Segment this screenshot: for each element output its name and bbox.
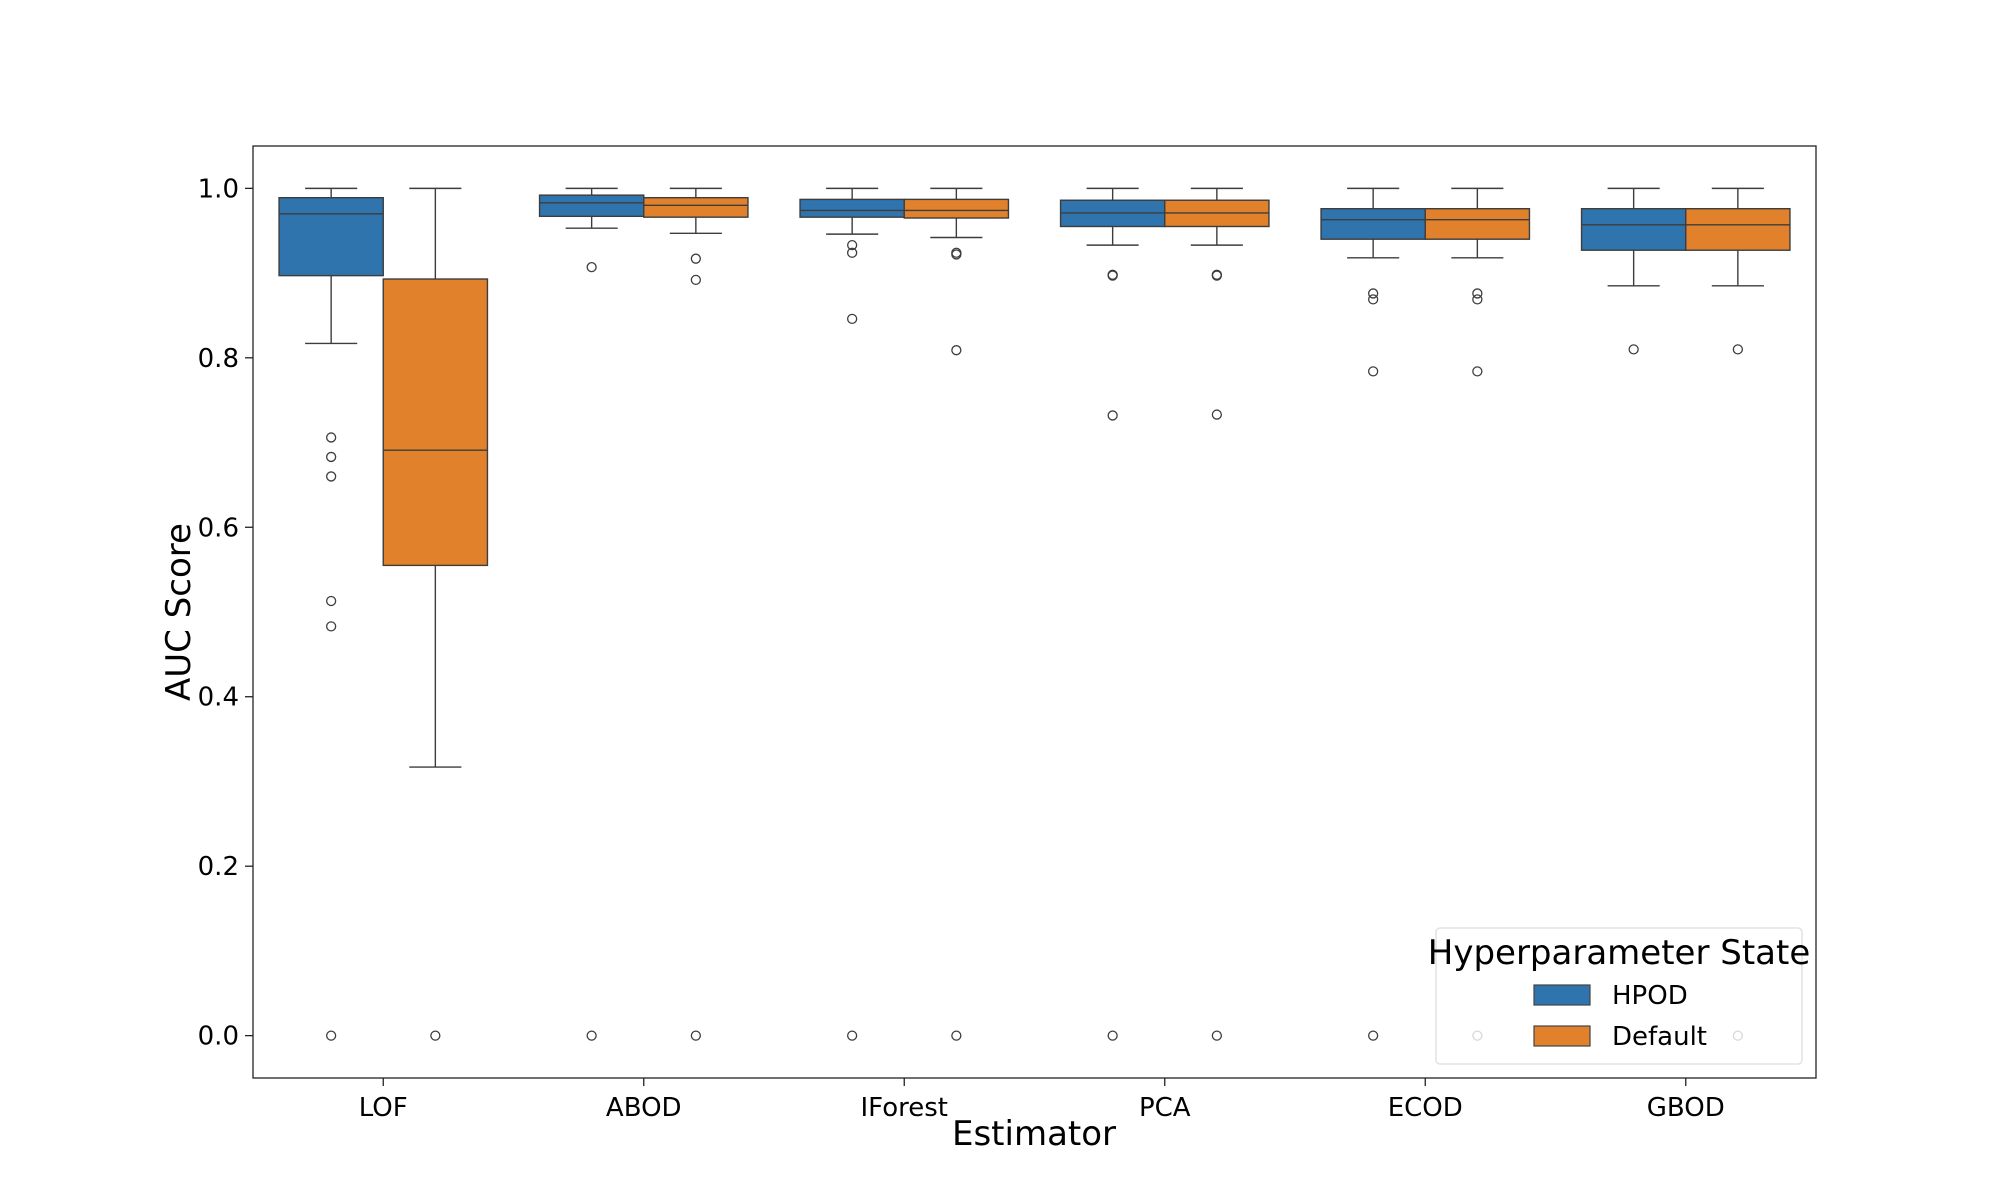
box-iqr: [538, 194, 645, 218]
x-axis-label: Estimator: [952, 1114, 1116, 1154]
boxes-layer: [278, 187, 1791, 1041]
y-tick-label: 0.2: [198, 852, 239, 882]
y-tick-label: 0.0: [198, 1022, 239, 1052]
outlier-point: [1211, 1030, 1222, 1041]
plot-area: [252, 145, 1817, 1079]
outlier-point: [1628, 344, 1639, 355]
x-tick-label: IForest: [861, 1093, 948, 1123]
y-tick-label: 1.0: [198, 174, 239, 204]
box-hpod-abod: [538, 187, 645, 1041]
outlier-point: [1472, 288, 1483, 299]
box-iqr: [903, 198, 1010, 219]
outlier-point: [1368, 294, 1379, 305]
outlier-point: [1368, 366, 1379, 377]
outlier-point: [325, 451, 337, 463]
box-default-iforest: [903, 187, 1010, 1041]
outlier-point: [586, 1030, 597, 1041]
box-default-abod: [643, 187, 749, 1041]
legend-swatch-default: [1533, 1025, 1591, 1047]
legend-label-hpod: HPOD: [1612, 981, 1688, 1011]
outlier-point: [325, 621, 337, 632]
outlier-point: [951, 249, 962, 260]
legend-swatch-hpod: [1533, 984, 1591, 1006]
outlier-point: [1107, 410, 1118, 421]
outlier-point: [325, 432, 337, 443]
outlier-point: [1107, 1030, 1118, 1041]
box-default-pca: [1164, 187, 1270, 1041]
box-iqr: [1320, 207, 1426, 240]
x-tick-label: PCA: [1139, 1093, 1191, 1123]
box-iqr: [1685, 207, 1791, 251]
outlier-point: [1368, 288, 1379, 299]
box-default-lof: [382, 187, 489, 1041]
outlier-point: [690, 274, 701, 286]
x-tick-label: ECOD: [1388, 1093, 1463, 1123]
outlier-point: [586, 262, 597, 273]
y-tick-label: 0.8: [198, 344, 239, 374]
legend-frame: [1435, 927, 1803, 1065]
box-default-gbod: [1685, 187, 1791, 1041]
outlier-point: [1211, 409, 1222, 420]
box-iqr: [382, 278, 489, 567]
box-iqr: [1580, 207, 1687, 251]
box-hpod-lof: [278, 187, 384, 1041]
y-axis: 0.0 0.2 0.4 0.6 0.8 1.0: [198, 174, 253, 1052]
outlier-point: [1732, 344, 1743, 355]
legend-title: Hyperparameter State: [1428, 933, 1810, 973]
outlier-point: [1368, 1030, 1379, 1041]
outlier-point: [325, 595, 337, 607]
outlier-point: [430, 1030, 441, 1041]
box-hpod-ecod: [1320, 187, 1426, 1041]
box-default-ecod: [1424, 187, 1531, 1041]
y-tick-label: 0.6: [198, 513, 239, 543]
box-hpod-gbod: [1580, 187, 1687, 355]
box-iqr: [1424, 207, 1531, 240]
legend: Hyperparameter State HPOD Default: [1428, 927, 1810, 1065]
outlier-point: [1472, 294, 1483, 305]
box-iqr: [278, 196, 384, 277]
outlier-point: [325, 471, 337, 482]
y-axis-label: AUC Score: [159, 523, 199, 701]
outlier-point: [690, 1030, 701, 1041]
outlier-point: [847, 239, 858, 251]
outlier-point: [847, 1030, 858, 1041]
outlier-point: [951, 345, 962, 356]
x-tick-label: ABOD: [606, 1093, 682, 1123]
outlier-point: [690, 253, 701, 264]
box-iqr: [643, 196, 749, 218]
x-tick-label: GBOD: [1647, 1093, 1725, 1123]
y-tick-label: 0.4: [198, 683, 239, 713]
x-tick-label: LOF: [359, 1093, 408, 1123]
outlier-point: [1211, 270, 1222, 281]
outlier-point: [325, 1030, 337, 1041]
outlier-point: [1107, 270, 1118, 281]
outlier-point: [1472, 366, 1483, 377]
legend-label-default: Default: [1612, 1022, 1707, 1052]
box-hpod-iforest: [799, 187, 905, 1041]
outlier-point: [951, 1030, 962, 1041]
box-iqr: [799, 198, 905, 218]
outlier-point: [847, 247, 858, 258]
box-hpod-pca: [1059, 187, 1166, 1041]
outlier-point: [847, 313, 858, 324]
x-axis: LOF ABOD IForest PCA ECOD GBOD: [359, 1078, 1725, 1123]
